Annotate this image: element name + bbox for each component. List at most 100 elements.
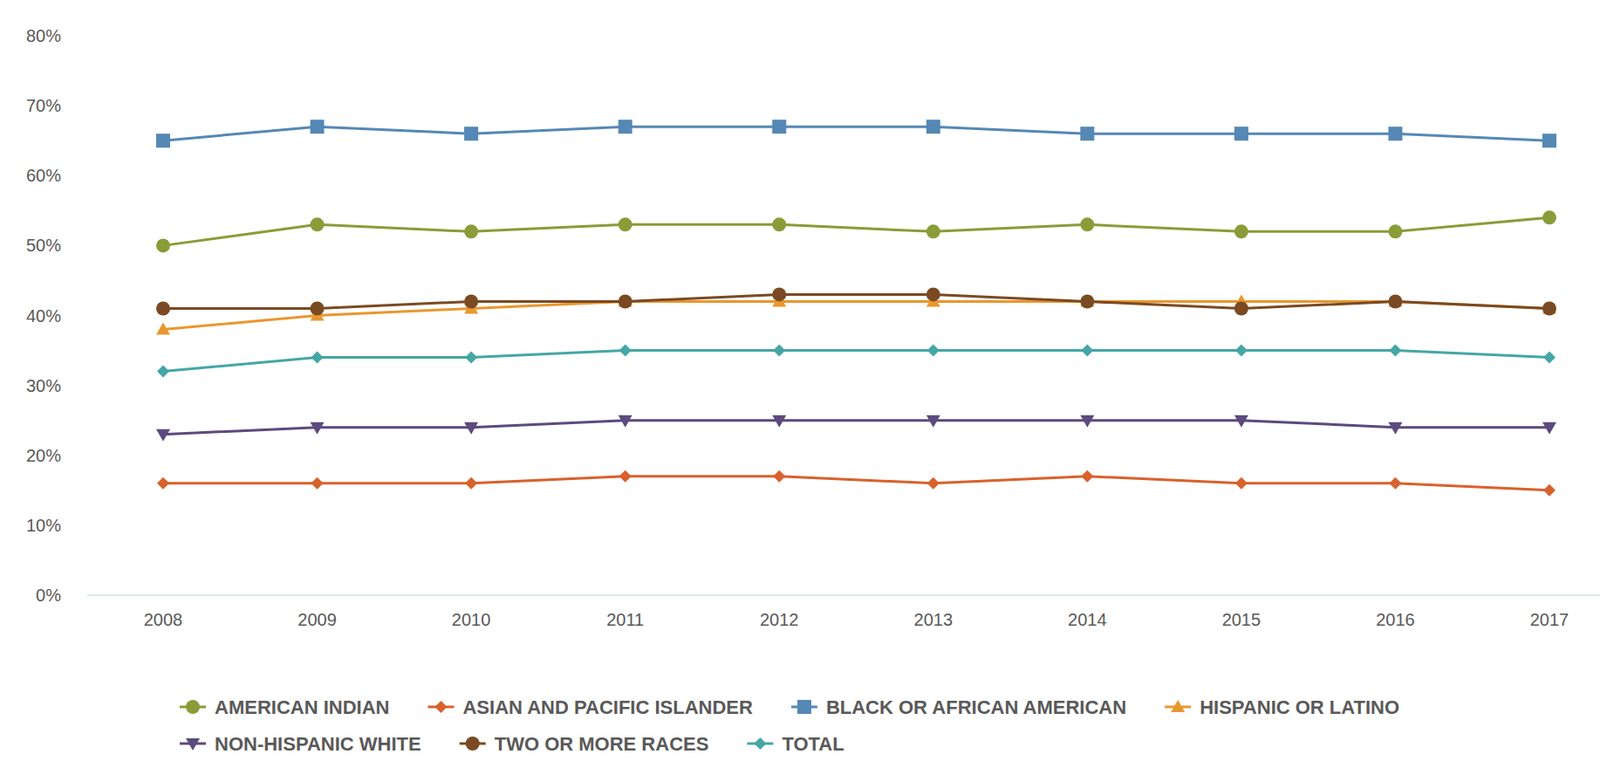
point bbox=[1388, 422, 1402, 435]
point bbox=[927, 477, 940, 490]
point bbox=[1080, 126, 1095, 141]
point bbox=[310, 422, 325, 435]
point bbox=[1542, 422, 1557, 435]
x-tick-label: 2011 bbox=[606, 609, 644, 630]
series bbox=[156, 294, 1557, 335]
y-tick-label: 50% bbox=[26, 235, 62, 255]
legend-item: AMERICAN INDIAN bbox=[179, 696, 390, 718]
y-tick-label: 20% bbox=[26, 445, 62, 465]
point bbox=[1388, 477, 1402, 490]
point bbox=[926, 415, 941, 428]
point bbox=[772, 415, 787, 428]
point bbox=[1543, 351, 1556, 364]
point bbox=[311, 477, 324, 490]
series-line bbox=[163, 294, 1550, 308]
legend-marker bbox=[185, 738, 200, 751]
point bbox=[1388, 126, 1402, 141]
legend-marker bbox=[434, 700, 447, 713]
point bbox=[772, 287, 787, 301]
x-axis-line bbox=[87, 594, 1600, 596]
point bbox=[618, 294, 633, 308]
point bbox=[1080, 415, 1095, 428]
series-line bbox=[163, 217, 1550, 246]
series bbox=[157, 470, 1556, 497]
point bbox=[1388, 224, 1402, 239]
point bbox=[772, 344, 786, 357]
point bbox=[1234, 224, 1249, 239]
legend-marker bbox=[1170, 699, 1185, 712]
point bbox=[157, 365, 170, 378]
series bbox=[157, 344, 1556, 378]
point bbox=[310, 300, 325, 315]
point bbox=[464, 126, 479, 141]
chart: 0%10%20%30%40%50%60%70%80%20082009201020… bbox=[0, 0, 1600, 761]
legend-item: NON-HISPANIC WHITE bbox=[179, 732, 422, 755]
series-line bbox=[163, 420, 1550, 435]
x-tick-label: 2015 bbox=[1222, 609, 1262, 630]
y-tick-label: 0% bbox=[35, 585, 62, 605]
point bbox=[156, 322, 171, 336]
legend-item: TOTAL bbox=[746, 732, 844, 755]
point bbox=[1388, 344, 1402, 357]
series bbox=[156, 415, 1557, 442]
series-line bbox=[163, 476, 1550, 491]
legend-item: TWO OR MORE RACES bbox=[459, 732, 710, 755]
point bbox=[619, 470, 632, 483]
legend-marker bbox=[465, 736, 480, 751]
series bbox=[156, 119, 1557, 148]
point bbox=[156, 133, 171, 148]
legend-marker bbox=[753, 737, 766, 750]
point bbox=[464, 422, 479, 435]
x-tick-label: 2016 bbox=[1375, 609, 1416, 630]
legend-label: NON-HISPANIC WHITE bbox=[214, 732, 422, 755]
series bbox=[156, 287, 1557, 315]
point bbox=[772, 470, 786, 483]
point bbox=[464, 477, 478, 490]
point bbox=[311, 351, 324, 364]
point bbox=[1234, 415, 1249, 428]
point bbox=[310, 217, 325, 232]
x-tick-label: 2013 bbox=[914, 609, 954, 630]
y-tick-label: 10% bbox=[26, 515, 62, 535]
legend-label: HISPANIC OR LATINO bbox=[1199, 696, 1400, 718]
point bbox=[772, 119, 787, 134]
point bbox=[1080, 294, 1095, 308]
x-tick-label: 2009 bbox=[297, 609, 337, 630]
series bbox=[156, 210, 1557, 253]
legend-label: TWO OR MORE RACES bbox=[494, 732, 710, 755]
point bbox=[618, 119, 633, 134]
point bbox=[464, 351, 478, 364]
point bbox=[157, 477, 170, 490]
legend-item: ASIAN AND PACIFIC ISLANDER bbox=[427, 696, 753, 718]
point bbox=[156, 300, 171, 315]
point bbox=[464, 294, 479, 308]
point bbox=[310, 119, 325, 134]
series-line bbox=[163, 126, 1550, 141]
x-tick-label: 2017 bbox=[1530, 609, 1570, 630]
legend-label: ASIAN AND PACIFIC ISLANDER bbox=[462, 696, 753, 718]
point bbox=[926, 119, 941, 134]
point bbox=[1235, 344, 1248, 357]
point bbox=[927, 344, 940, 357]
x-tick-label: 2012 bbox=[759, 609, 800, 630]
point bbox=[618, 217, 633, 232]
point bbox=[926, 224, 941, 239]
point bbox=[156, 429, 171, 442]
point bbox=[1542, 300, 1557, 315]
legend-item: HISPANIC OR LATINO bbox=[1164, 696, 1400, 718]
point bbox=[1080, 217, 1095, 232]
plot-area bbox=[156, 119, 1557, 497]
y-tick-label: 30% bbox=[26, 376, 62, 396]
series-line bbox=[163, 350, 1550, 372]
legend: AMERICAN INDIAN ASIAN AND PACIFIC ISLANDE… bbox=[179, 696, 1400, 755]
point bbox=[1080, 470, 1094, 483]
point bbox=[1234, 126, 1249, 141]
point bbox=[1542, 133, 1557, 148]
y-tick-label: 80% bbox=[26, 26, 62, 46]
point bbox=[1543, 484, 1556, 497]
point bbox=[464, 224, 479, 239]
legend-marker bbox=[185, 699, 200, 714]
x-tick-label: 2008 bbox=[143, 609, 184, 630]
point bbox=[1235, 477, 1248, 490]
point bbox=[926, 287, 941, 301]
